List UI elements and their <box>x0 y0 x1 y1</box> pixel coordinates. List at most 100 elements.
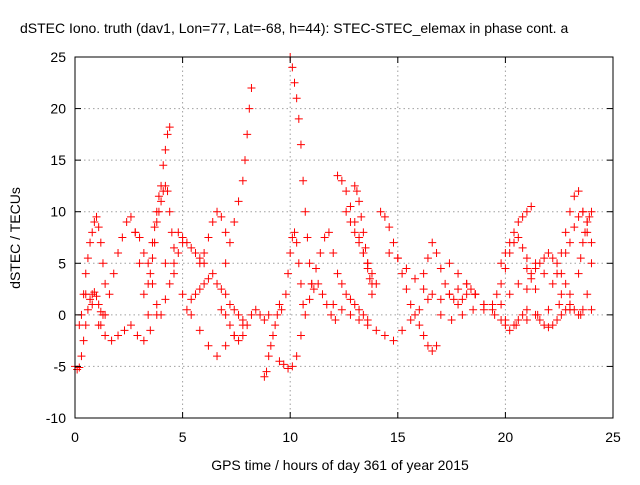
data-points <box>71 53 596 381</box>
data-point <box>187 310 196 319</box>
data-point <box>565 300 574 309</box>
y-tick-label: -5 <box>54 358 67 374</box>
data-point <box>101 331 110 340</box>
data-point <box>385 248 394 257</box>
data-point <box>423 254 432 263</box>
data-point <box>264 310 273 319</box>
data-point <box>79 336 88 345</box>
data-point <box>522 305 531 314</box>
data-point <box>290 78 299 87</box>
data-point <box>305 259 314 268</box>
data-point <box>398 269 407 278</box>
data-point <box>294 114 303 123</box>
data-point <box>488 300 497 309</box>
data-point <box>514 233 523 242</box>
data-point <box>510 321 519 330</box>
data-point <box>299 300 308 309</box>
data-point <box>510 228 519 237</box>
data-point <box>514 218 523 227</box>
data-point <box>398 326 407 335</box>
data-point <box>514 316 523 325</box>
data-point <box>225 238 234 247</box>
data-point <box>284 269 293 278</box>
data-point <box>346 310 355 319</box>
data-point <box>355 316 364 325</box>
data-point <box>288 233 297 242</box>
data-point <box>389 336 398 345</box>
data-point <box>174 248 183 257</box>
data-point <box>587 259 596 268</box>
data-point <box>312 264 321 273</box>
data-point <box>352 187 361 196</box>
data-point <box>531 264 540 273</box>
data-point <box>432 248 441 257</box>
data-point <box>423 295 432 304</box>
data-point <box>355 305 364 314</box>
data-point <box>86 295 95 304</box>
data-point <box>329 248 338 257</box>
data-point <box>327 310 336 319</box>
x-tick-label: 25 <box>605 429 621 445</box>
data-point <box>139 336 148 345</box>
y-tick-label: 0 <box>58 307 66 323</box>
data-point <box>565 238 574 247</box>
data-point <box>247 83 256 92</box>
data-point <box>303 233 312 242</box>
data-point <box>83 254 92 263</box>
data-point <box>279 360 288 369</box>
data-point <box>163 187 172 196</box>
data-point <box>337 176 346 185</box>
data-point <box>131 228 140 237</box>
data-point <box>505 326 514 335</box>
x-tick-label: 15 <box>390 429 406 445</box>
data-point <box>161 181 170 190</box>
data-point <box>342 290 351 299</box>
data-point <box>238 176 247 185</box>
data-point <box>221 228 230 237</box>
data-point <box>292 352 301 361</box>
data-point <box>187 295 196 304</box>
data-point <box>415 305 424 314</box>
data-point <box>581 228 590 237</box>
data-point <box>522 207 531 216</box>
data-point <box>445 259 454 268</box>
data-point <box>337 279 346 288</box>
data-point <box>561 228 570 237</box>
data-point <box>389 238 398 247</box>
data-point <box>570 305 579 314</box>
data-point <box>337 305 346 314</box>
data-point <box>152 218 161 227</box>
data-point <box>490 310 499 319</box>
data-point <box>406 316 415 325</box>
data-point <box>86 238 95 247</box>
data-point <box>447 316 456 325</box>
data-point <box>522 285 531 294</box>
data-point <box>548 279 557 288</box>
data-point <box>144 279 153 288</box>
data-point <box>544 305 553 314</box>
data-point <box>355 197 364 206</box>
data-point <box>346 202 355 211</box>
data-point <box>367 269 376 278</box>
data-point <box>225 321 234 330</box>
data-point <box>169 243 178 252</box>
data-point <box>548 321 557 330</box>
data-point <box>540 254 549 263</box>
data-point <box>423 341 432 350</box>
data-point <box>333 171 342 180</box>
data-point <box>159 161 168 170</box>
data-point <box>299 176 308 185</box>
data-point <box>195 285 204 294</box>
data-point <box>165 207 174 216</box>
data-point <box>288 63 297 72</box>
data-point <box>522 254 531 263</box>
data-point <box>150 223 159 232</box>
data-point <box>527 274 536 283</box>
axis-layer: 0 5 10 15 20 25 -10 -5 0 5 10 15 20 25 <box>46 49 621 445</box>
data-point <box>583 218 592 227</box>
data-point <box>243 130 252 139</box>
data-point <box>144 310 153 319</box>
data-point <box>260 316 269 325</box>
data-point <box>531 285 540 294</box>
data-point <box>518 243 527 252</box>
